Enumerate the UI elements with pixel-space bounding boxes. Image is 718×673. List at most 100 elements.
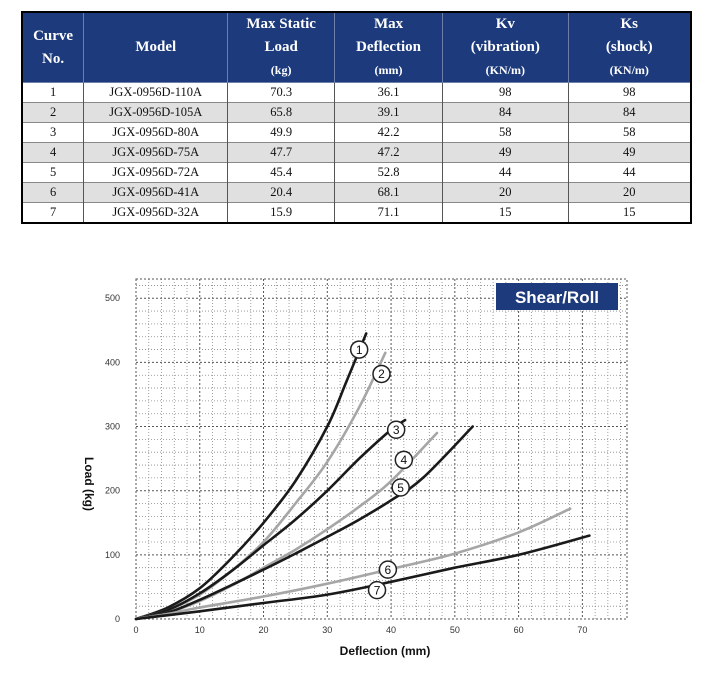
x-tick-label: 20 xyxy=(259,625,269,635)
cell-kv: 84 xyxy=(442,102,569,123)
curve-marker-label: 5 xyxy=(397,481,404,495)
specification-table: Curve No. Model Max Static Load (kg) Max Def… xyxy=(21,11,692,224)
cell-model: JGX-0956D-72A xyxy=(83,162,229,183)
cell-kv: 58 xyxy=(442,122,569,143)
curve-marker-7: 7 xyxy=(367,580,387,600)
cell-ks: 49 xyxy=(567,142,692,163)
header-curve-no: Curve No. xyxy=(21,11,85,83)
cell-curve: 4 xyxy=(21,142,85,163)
curve-marker-label: 6 xyxy=(385,563,392,577)
chart-curve-markers: 1 2 3 4 5 67 xyxy=(349,340,414,600)
y-axis-title: Load (kg) xyxy=(82,457,96,511)
series-line-curve-7 xyxy=(134,534,591,621)
table-row: 3 JGX-0956D-80A 49.9 42.2 58 58 xyxy=(21,122,692,143)
series-line-curve-6 xyxy=(134,507,572,621)
y-tick-label: 500 xyxy=(105,293,120,303)
chart-ticks: 0 10 20 30 40 50 60 70 0 100 200 300 400 500 xyxy=(105,293,587,635)
header-max-static-load: Max Static Load (kg) xyxy=(227,11,335,83)
curve-marker-circle xyxy=(386,420,406,440)
curve-marker-label: 7 xyxy=(374,583,381,597)
cell-load: 15.9 xyxy=(227,202,335,223)
y-tick-label: 200 xyxy=(105,486,120,496)
cell-deflection: 42.2 xyxy=(333,122,444,143)
y-tick-label: 0 xyxy=(115,614,120,624)
curve-marker-3: 3 xyxy=(386,420,406,440)
table-row: 2 JGX-0956D-105A 65.8 39.1 84 84 xyxy=(21,102,692,123)
cell-curve: 6 xyxy=(21,182,85,203)
cell-kv: 44 xyxy=(442,162,569,183)
cell-ks: 98 xyxy=(567,82,692,103)
cell-model: JGX-0956D-32A xyxy=(83,202,229,223)
table-row: 4 JGX-0956D-75A 47.7 47.2 49 49 xyxy=(21,142,692,163)
cell-ks: 15 xyxy=(567,202,692,223)
header-max-deflection: Max Deflection (mm) xyxy=(333,11,444,83)
cell-load: 20.4 xyxy=(227,182,335,203)
x-tick-label: 10 xyxy=(195,625,205,635)
cell-ks: 84 xyxy=(567,102,692,123)
cell-load: 65.8 xyxy=(227,102,335,123)
chart-grid xyxy=(135,278,628,620)
x-axis-title: Deflection (mm) xyxy=(340,644,431,658)
curve-marker-label: 2 xyxy=(378,367,385,381)
curve-marker-2: 2 xyxy=(372,364,391,384)
cell-ks: 58 xyxy=(567,122,692,143)
curve-marker-label: 4 xyxy=(400,453,407,467)
cell-deflection: 36.1 xyxy=(333,82,444,103)
curve-marker-4: 4 xyxy=(394,450,414,470)
curve-marker-circle xyxy=(372,364,391,384)
load-deflection-chart: 0 10 20 30 40 50 60 70 0 100 200 300 400 500 Deflecti… xyxy=(82,278,628,658)
x-tick-label: 40 xyxy=(386,625,396,635)
cell-kv: 98 xyxy=(442,82,569,103)
plot-frame xyxy=(135,278,628,620)
x-tick-label: 50 xyxy=(450,625,460,635)
curve-marker-circle xyxy=(349,340,369,359)
table-row: 5 JGX-0956D-72A 45.4 52.8 44 44 xyxy=(21,162,692,183)
cell-curve: 1 xyxy=(21,82,85,103)
header-kv: Kv (vibration) (KN/m) xyxy=(442,11,569,83)
cell-model: JGX-0956D-105A xyxy=(83,102,229,123)
cell-load: 49.9 xyxy=(227,122,335,143)
cell-kv: 49 xyxy=(442,142,569,163)
cell-model: JGX-0956D-80A xyxy=(83,122,229,143)
badge-background xyxy=(496,283,618,310)
y-tick-label: 400 xyxy=(105,357,120,367)
cell-model: JGX-0956D-110A xyxy=(83,82,229,103)
header-model: Model xyxy=(83,11,229,83)
cell-deflection: 71.1 xyxy=(333,202,444,223)
curve-marker-5: 5 xyxy=(391,478,410,497)
curve-marker-circle xyxy=(391,478,410,497)
cell-model: JGX-0956D-75A xyxy=(83,142,229,163)
series-line-curve-3 xyxy=(134,418,407,621)
table-header-row: Curve No. Model Max Static Load (kg) Max Def… xyxy=(21,11,692,83)
series-line-curve-1 xyxy=(134,332,368,621)
cell-ks: 20 xyxy=(567,182,692,203)
cell-curve: 5 xyxy=(21,162,85,183)
x-tick-label: 70 xyxy=(577,625,587,635)
curve-marker-circle xyxy=(378,560,398,579)
header-ks: Ks (shock) (KN/m) xyxy=(567,11,692,83)
x-tick-label: 30 xyxy=(322,625,332,635)
x-tick-label: 0 xyxy=(133,625,138,635)
cell-curve: 7 xyxy=(21,202,85,223)
chart-series xyxy=(134,332,591,621)
curve-marker-label: 1 xyxy=(356,343,363,357)
y-tick-label: 300 xyxy=(105,422,120,432)
curve-marker-circle xyxy=(367,580,387,600)
curve-marker-label: 3 xyxy=(393,423,400,437)
curve-marker-1: 1 xyxy=(349,340,369,359)
cell-deflection: 68.1 xyxy=(333,182,444,203)
y-tick-label: 100 xyxy=(105,550,120,560)
series-line-curve-5 xyxy=(134,425,474,621)
cell-model: JGX-0956D-41A xyxy=(83,182,229,203)
cell-kv: 20 xyxy=(442,182,569,203)
shear-roll-badge: Shear/Roll xyxy=(496,283,618,310)
cell-load: 47.7 xyxy=(227,142,335,163)
cell-curve: 3 xyxy=(21,122,85,143)
badge-label: Shear/Roll xyxy=(515,288,599,307)
curve-marker-circle xyxy=(394,450,414,470)
cell-deflection: 47.2 xyxy=(333,142,444,163)
table-row: 1 JGX-0956D-110A 70.3 36.1 98 98 xyxy=(21,82,692,103)
cell-kv: 15 xyxy=(442,202,569,223)
cell-load: 70.3 xyxy=(227,82,335,103)
x-tick-label: 60 xyxy=(514,625,524,635)
